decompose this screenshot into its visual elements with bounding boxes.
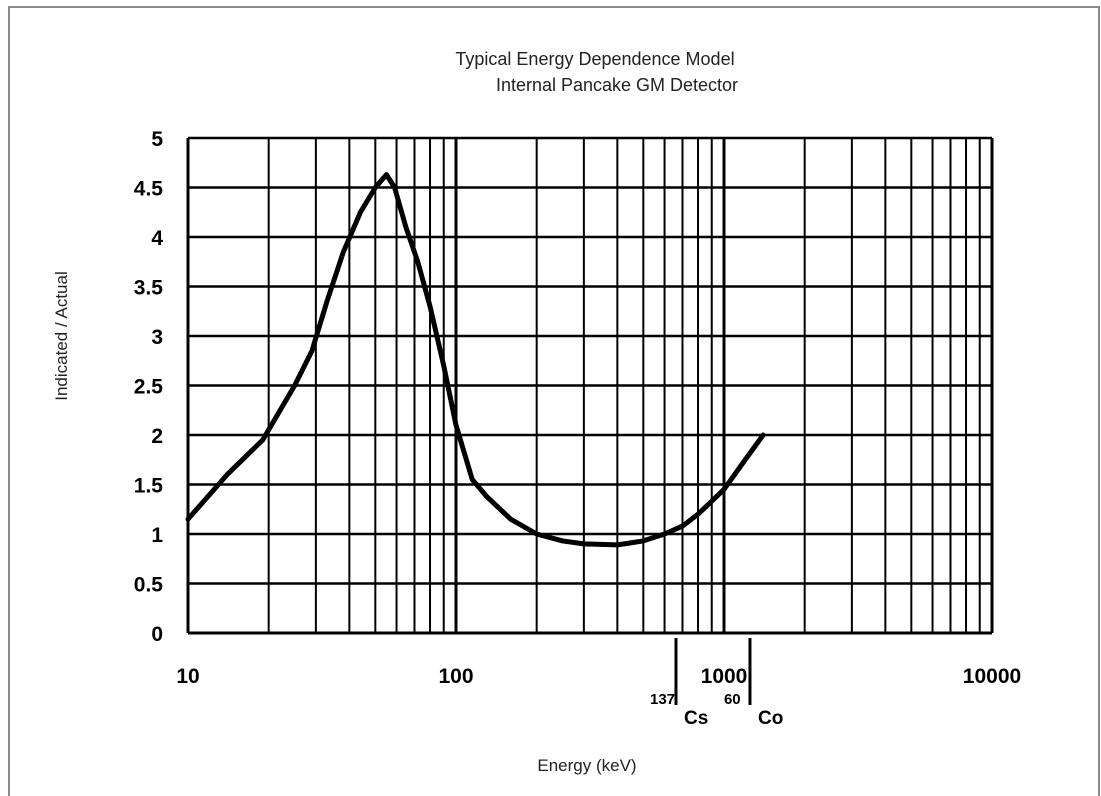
y-tick-label: 2.5 xyxy=(134,376,164,399)
y-tick-label: 3.5 xyxy=(134,277,164,300)
y-tick-label: 0 xyxy=(151,623,163,646)
x-tick-label: 1000 xyxy=(701,665,748,688)
series-line xyxy=(185,172,766,548)
y-tick-label: 4.5 xyxy=(134,178,164,201)
x-tick-label: 100 xyxy=(438,665,473,688)
isotope-symbol-label: Cs xyxy=(684,708,708,729)
chart-subtitle: Internal Pancake GM Detector xyxy=(496,75,738,95)
x-axis-label: Energy (keV) xyxy=(537,756,636,775)
y-tick-label: 3 xyxy=(151,326,163,349)
y-tick-label: 0.5 xyxy=(134,574,164,597)
chart-frame xyxy=(8,6,1100,796)
isotope-symbol-label: Co xyxy=(758,708,783,729)
x-tick-label: 10000 xyxy=(963,665,1021,688)
y-tick-label: 1.5 xyxy=(134,475,164,498)
y-tick-label: 2 xyxy=(151,425,163,448)
y-axis-label: Indicated / Actual xyxy=(52,271,71,400)
isotope-mass-label: 137 xyxy=(650,691,675,708)
y-tick-label: 5 xyxy=(151,128,163,151)
chart-title: Typical Energy Dependence Model xyxy=(455,49,734,69)
y-tick-label: 1 xyxy=(151,524,163,547)
y-tick-label: 4 xyxy=(151,227,163,250)
x-tick-label: 10 xyxy=(176,665,199,688)
isotope-mass-label: 60 xyxy=(724,691,741,708)
